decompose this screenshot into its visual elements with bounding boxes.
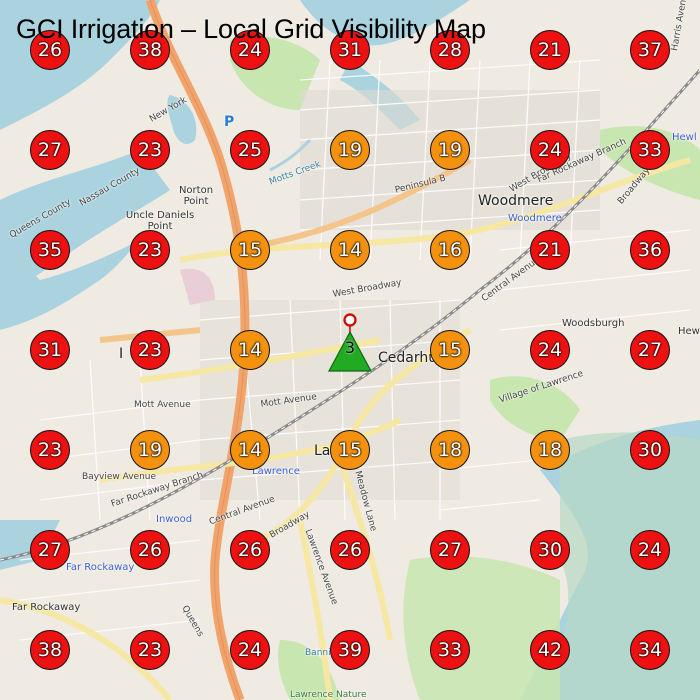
grid-marker[interactable]: 26 xyxy=(130,530,170,570)
grid-marker[interactable]: 38 xyxy=(30,630,70,670)
grid-marker[interactable]: 25 xyxy=(230,130,270,170)
grid-marker[interactable]: 14 xyxy=(330,230,370,270)
map-title: GCI Irrigation – Local Grid Visibility M… xyxy=(16,14,486,44)
grid-marker[interactable]: 30 xyxy=(530,530,570,570)
map-label-hewlett: Hew xyxy=(678,326,700,337)
parking-icon: P xyxy=(224,114,235,130)
grid-marker[interactable]: 42 xyxy=(530,630,570,670)
grid-marker[interactable]: 27 xyxy=(630,330,670,370)
grid-marker[interactable]: 39 xyxy=(330,630,370,670)
grid-marker[interactable]: 15 xyxy=(230,230,270,270)
grid-marker[interactable]: 24 xyxy=(230,630,270,670)
grid-marker[interactable]: 37 xyxy=(630,30,670,70)
map-label-inwood-prefix: I xyxy=(119,346,124,362)
grid-marker[interactable]: 23 xyxy=(130,630,170,670)
grid-marker[interactable]: 18 xyxy=(430,430,470,470)
grid-marker[interactable]: 24 xyxy=(530,130,570,170)
grid-marker[interactable]: 27 xyxy=(30,130,70,170)
grid-marker[interactable]: 24 xyxy=(530,330,570,370)
map-label-inwood-station: Inwood xyxy=(156,514,193,525)
grid-marker[interactable]: 24 xyxy=(630,530,670,570)
grid-marker[interactable]: 23 xyxy=(30,430,70,470)
map-label-mott-avenue: Mott Avenue xyxy=(134,400,191,410)
grid-marker[interactable]: 15 xyxy=(430,330,470,370)
station-label: 3 xyxy=(344,338,356,357)
grid-marker[interactable]: 34 xyxy=(630,630,670,670)
map-label-uncle-daniels-point: Uncle Daniels Point xyxy=(125,210,195,232)
grid-marker[interactable]: 35 xyxy=(30,230,70,270)
grid-marker[interactable]: 26 xyxy=(30,30,70,70)
grid-marker[interactable]: 33 xyxy=(630,130,670,170)
green-triangle-station-icon[interactable] xyxy=(326,312,374,374)
grid-marker[interactable]: 18 xyxy=(530,430,570,470)
grid-marker[interactable]: 27 xyxy=(430,530,470,570)
map-label-woodmere-station: Woodmere xyxy=(508,213,562,224)
grid-marker[interactable]: 14 xyxy=(230,330,270,370)
grid-marker[interactable]: 26 xyxy=(230,530,270,570)
grid-marker[interactable]: 28 xyxy=(430,30,470,70)
grid-marker[interactable]: 23 xyxy=(130,130,170,170)
grid-marker[interactable]: 31 xyxy=(330,30,370,70)
grid-marker[interactable]: 19 xyxy=(430,130,470,170)
grid-marker[interactable]: 21 xyxy=(530,230,570,270)
grid-marker[interactable]: 14 xyxy=(230,430,270,470)
grid-marker[interactable]: 38 xyxy=(130,30,170,70)
map-label-cedarhurst: Cedarhu xyxy=(378,350,438,366)
grid-marker[interactable]: 27 xyxy=(30,530,70,570)
grid-marker[interactable]: 23 xyxy=(130,230,170,270)
map-label-bayview-avenue: Bayview Avenue xyxy=(82,472,157,482)
grid-marker[interactable]: 21 xyxy=(530,30,570,70)
grid-marker[interactable]: 19 xyxy=(330,130,370,170)
map-label-norton-point: Norton Point xyxy=(178,185,214,207)
grid-marker[interactable]: 24 xyxy=(230,30,270,70)
grid-marker[interactable]: 36 xyxy=(630,230,670,270)
grid-marker[interactable]: 30 xyxy=(630,430,670,470)
grid-marker[interactable]: 33 xyxy=(430,630,470,670)
map-label-far-rockaway: Far Rockaway xyxy=(12,602,81,613)
grid-marker[interactable]: 19 xyxy=(130,430,170,470)
grid-marker[interactable]: 16 xyxy=(430,230,470,270)
grid-marker[interactable]: 15 xyxy=(330,430,370,470)
grid-marker[interactable]: 23 xyxy=(130,330,170,370)
map-label-woodmere: Woodmere xyxy=(478,193,554,209)
grid-marker[interactable]: 31 xyxy=(30,330,70,370)
map-label-lawrence-station: Lawrence xyxy=(252,466,300,477)
map-label-lawrence: La xyxy=(314,443,331,459)
map-label-hewlett-station: Hewl xyxy=(672,132,697,143)
map-label-lawrence-nature: Lawrence Nature xyxy=(290,690,367,700)
map-label-woodsburgh: Woodsburgh xyxy=(562,318,625,329)
grid-marker[interactable]: 26 xyxy=(330,530,370,570)
map-label-far-rockaway-station: Far Rockaway xyxy=(66,562,135,573)
